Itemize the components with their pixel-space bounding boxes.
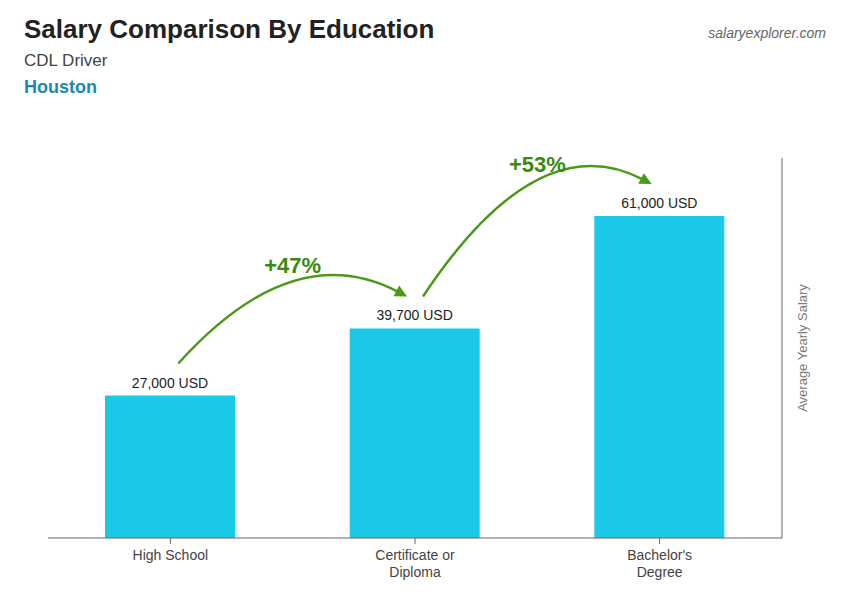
svg-text:High School: High School	[133, 547, 209, 563]
svg-text:61,000 USD: 61,000 USD	[621, 195, 697, 211]
svg-text:Certificate orDiploma: Certificate orDiploma	[375, 547, 455, 580]
html-text:Houston: Houston	[24, 77, 97, 97]
html-text:CDL Driver: CDL Driver	[24, 51, 108, 70]
svg-text:+47%: +47%	[264, 253, 321, 278]
svg-text:Average Yearly Salary: Average Yearly Salary	[795, 284, 810, 412]
svg-text:27,000 USD: 27,000 USD	[132, 375, 208, 391]
svg-text:+53%: +53%	[509, 152, 566, 177]
html-text:Salary Comparison By Education: Salary Comparison By Education	[24, 14, 435, 44]
svg-text:39,700 USD: 39,700 USD	[377, 307, 453, 323]
svg-text:Bachelor'sDegree: Bachelor'sDegree	[627, 547, 692, 580]
html-text:salaryexplorer.com: salaryexplorer.com	[708, 25, 826, 41]
